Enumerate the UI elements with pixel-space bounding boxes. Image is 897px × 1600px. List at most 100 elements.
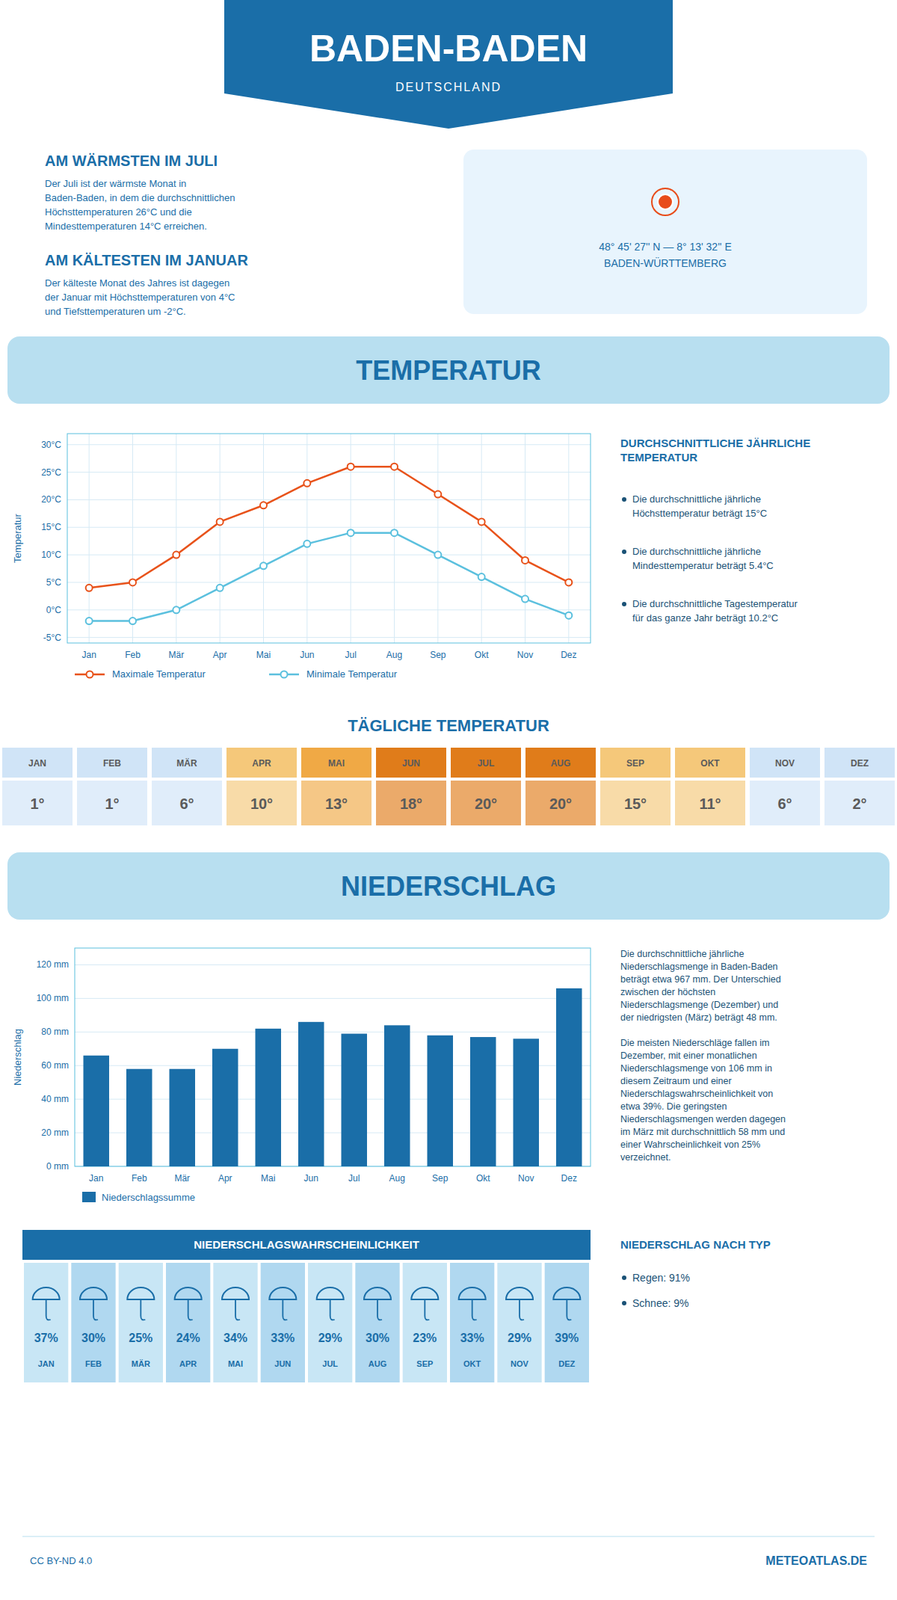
plot-frame xyxy=(67,433,591,643)
text-line: Höchsttemperatur beträgt 15°C xyxy=(632,507,767,519)
value-label: 20° xyxy=(474,795,498,812)
probability-cell xyxy=(165,1262,211,1383)
value-label: 18° xyxy=(399,795,423,812)
grid-line xyxy=(306,433,308,643)
y-tick-label: 5°C xyxy=(46,577,62,588)
umbrella-handle xyxy=(330,1299,335,1320)
grid-line xyxy=(67,609,591,610)
probability-cell xyxy=(118,1262,163,1383)
point xyxy=(347,463,355,471)
month-label: JUL xyxy=(322,1358,338,1368)
plot-data xyxy=(83,988,583,1167)
value-label: 1° xyxy=(29,795,45,812)
month-label: MÄR xyxy=(176,757,198,769)
bullet xyxy=(621,549,627,554)
x-tick-label: Feb xyxy=(131,1172,148,1184)
value-label: 6° xyxy=(777,795,792,812)
header-cell xyxy=(525,747,596,778)
value-label: 33% xyxy=(460,1331,485,1345)
point xyxy=(390,529,398,536)
point xyxy=(390,463,398,471)
umbrella xyxy=(316,1287,344,1300)
point xyxy=(303,540,311,548)
header-cell xyxy=(226,747,297,778)
probability-cell xyxy=(544,1262,590,1383)
header-cell xyxy=(375,747,447,778)
x-tick-label: Apr xyxy=(213,649,228,661)
text-line: Die durchschnittliche jährliche xyxy=(632,545,761,557)
legend-label: Niederschlagssumme xyxy=(101,1191,196,1203)
text-line: Höchsttemperaturen 26°C und die xyxy=(44,206,193,218)
month-label: JAN xyxy=(38,1358,55,1368)
text-line: verzeichnet. xyxy=(620,1151,671,1163)
grid-line xyxy=(263,433,264,643)
point xyxy=(172,551,180,559)
value-cell xyxy=(375,780,447,826)
y-tick-label: 120 mm xyxy=(36,959,69,970)
footer-logo: METEOATLAS.DE xyxy=(765,1554,868,1567)
header-shield xyxy=(224,0,673,129)
value-label: 20° xyxy=(549,795,572,812)
point xyxy=(521,595,529,603)
umbrella xyxy=(127,1287,154,1300)
location-marker xyxy=(657,194,673,210)
subtitle: DEUTSCHLAND xyxy=(395,80,502,94)
x-tick-label: Jul xyxy=(344,649,356,661)
point xyxy=(478,518,486,525)
grid-line xyxy=(67,471,591,473)
probability-cell xyxy=(355,1262,400,1383)
umbrella xyxy=(32,1287,60,1300)
y-axis-label: Temperatur xyxy=(11,512,24,563)
month-label: MÄR xyxy=(131,1358,151,1368)
value-label: 6° xyxy=(179,795,194,812)
x-tick-label: Aug xyxy=(389,1172,406,1184)
text-line: Die durchschnittliche jährliche xyxy=(632,493,761,505)
point xyxy=(85,617,93,625)
text-line: etwa 39%. Die geringsten xyxy=(620,1101,727,1112)
y-tick-label: 10°C xyxy=(41,549,62,560)
annual-bullet: Die durchschnittliche jährliche Höchsttem… xyxy=(632,493,767,519)
value-cell xyxy=(749,780,821,826)
value-label: 37% xyxy=(34,1331,59,1345)
text-line: Die durchschnittliche Tagestemperatur xyxy=(632,598,799,610)
y-tick-label: 60 mm xyxy=(41,1059,69,1071)
bar xyxy=(169,1068,196,1167)
point xyxy=(216,518,224,525)
text-line: Niederschlagsmenge von 106 mm in xyxy=(620,1062,773,1074)
umbrella xyxy=(553,1287,581,1300)
umbrella xyxy=(222,1287,249,1300)
probability-cell xyxy=(260,1262,305,1383)
point xyxy=(434,491,442,498)
umbrella-handle xyxy=(140,1299,146,1320)
x-tick-label: Aug xyxy=(386,649,403,661)
header-cell xyxy=(151,747,223,778)
point xyxy=(216,584,224,592)
x-tick-label: Mär xyxy=(168,649,184,661)
text-line: 48° 45' 27'' N — 8° 13' 32'' E xyxy=(598,240,732,253)
grid-line xyxy=(437,433,439,643)
y-tick-label: 100 mm xyxy=(36,992,69,1004)
text-line: TEMPERATUR xyxy=(620,450,698,464)
value-cell xyxy=(674,780,746,826)
text-line: der Januar mit Höchsttemperaturen von 4°… xyxy=(44,291,235,303)
bullet xyxy=(621,1275,627,1280)
bar xyxy=(470,1036,497,1167)
month-label: DEZ xyxy=(558,1358,575,1368)
y-tick-label: 30°C xyxy=(41,439,62,450)
value-label: 2° xyxy=(852,795,867,812)
text-line: zwischen der höchsten xyxy=(620,986,716,998)
y-tick-label: 40 mm xyxy=(41,1093,69,1105)
header-cell xyxy=(674,747,746,778)
umbrella xyxy=(174,1287,202,1300)
value-label: 23% xyxy=(412,1331,437,1345)
month-label: SEP xyxy=(416,1358,433,1368)
grid-line xyxy=(74,997,591,999)
section-band xyxy=(7,336,890,404)
value-cell xyxy=(525,780,596,826)
precipitation-chart: 0 mm20 mm40 mm60 mm80 mm100 mm120 mmJanF… xyxy=(11,947,786,1203)
plot-frame xyxy=(74,947,591,1167)
annual-bullet: Die durchschnittliche Tagestemperaturfür… xyxy=(632,598,799,624)
value-cell xyxy=(824,780,895,826)
location-ring xyxy=(651,188,679,216)
grid-line xyxy=(67,526,591,528)
